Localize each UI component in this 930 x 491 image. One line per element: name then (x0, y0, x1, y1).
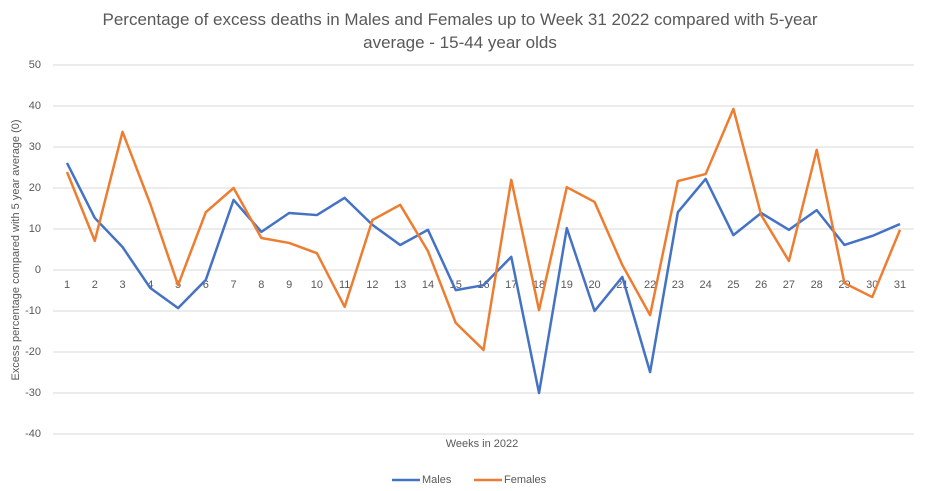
x-tick-label: 28 (811, 279, 823, 291)
y-tick-label: 10 (29, 223, 41, 235)
x-tick-label: 26 (755, 279, 767, 291)
x-tick-label: 9 (286, 279, 292, 291)
x-tick-label: 1 (64, 279, 70, 291)
x-tick-label: 11 (339, 279, 350, 291)
x-tick-label: 25 (727, 279, 739, 291)
x-tick-label: 12 (366, 279, 378, 291)
x-tick-label: 2 (92, 279, 98, 291)
y-tick-label: 50 (29, 59, 41, 71)
series-line (65, 107, 902, 352)
x-tick-label: 8 (258, 279, 264, 291)
y-tick-label: -30 (25, 387, 41, 399)
x-tick-label: 22 (644, 279, 656, 291)
x-tick-label: 13 (394, 279, 406, 291)
legend-label: Females (504, 474, 547, 486)
x-tick-label: 4 (147, 279, 153, 291)
y-tick-label: 0 (35, 264, 41, 276)
y-tick-label: -20 (25, 346, 41, 358)
x-axis-label: Weeks in 2022 (446, 438, 519, 450)
x-tick-label: 20 (588, 279, 600, 291)
x-tick-label: 17 (505, 279, 517, 291)
y-tick-label: 30 (29, 141, 41, 153)
y-tick-label: 20 (29, 182, 41, 194)
x-tick-label: 19 (561, 279, 573, 291)
x-tick-label: 31 (894, 279, 906, 291)
x-tick-label: 6 (203, 279, 209, 291)
y-tick-label: 40 (29, 100, 41, 112)
y-tick-label: -10 (25, 305, 41, 317)
x-tick-label: 23 (672, 279, 684, 291)
chart-title: Percentage of excess deaths in Males and… (102, 10, 818, 52)
y-axis-label: Excess percentage compared with 5 year a… (10, 119, 22, 380)
x-tick-label: 3 (119, 279, 125, 291)
legend-label: Males (422, 474, 452, 486)
x-tick-label: 14 (422, 279, 434, 291)
x-tick-label: 27 (783, 279, 795, 291)
x-tick-label: 10 (311, 279, 323, 291)
x-tick-label: 18 (533, 279, 545, 291)
x-tick-label: 7 (231, 279, 237, 291)
y-tick-label: -40 (25, 428, 41, 440)
x-tick-label: 29 (838, 279, 850, 291)
x-tick-label: 24 (700, 279, 712, 291)
